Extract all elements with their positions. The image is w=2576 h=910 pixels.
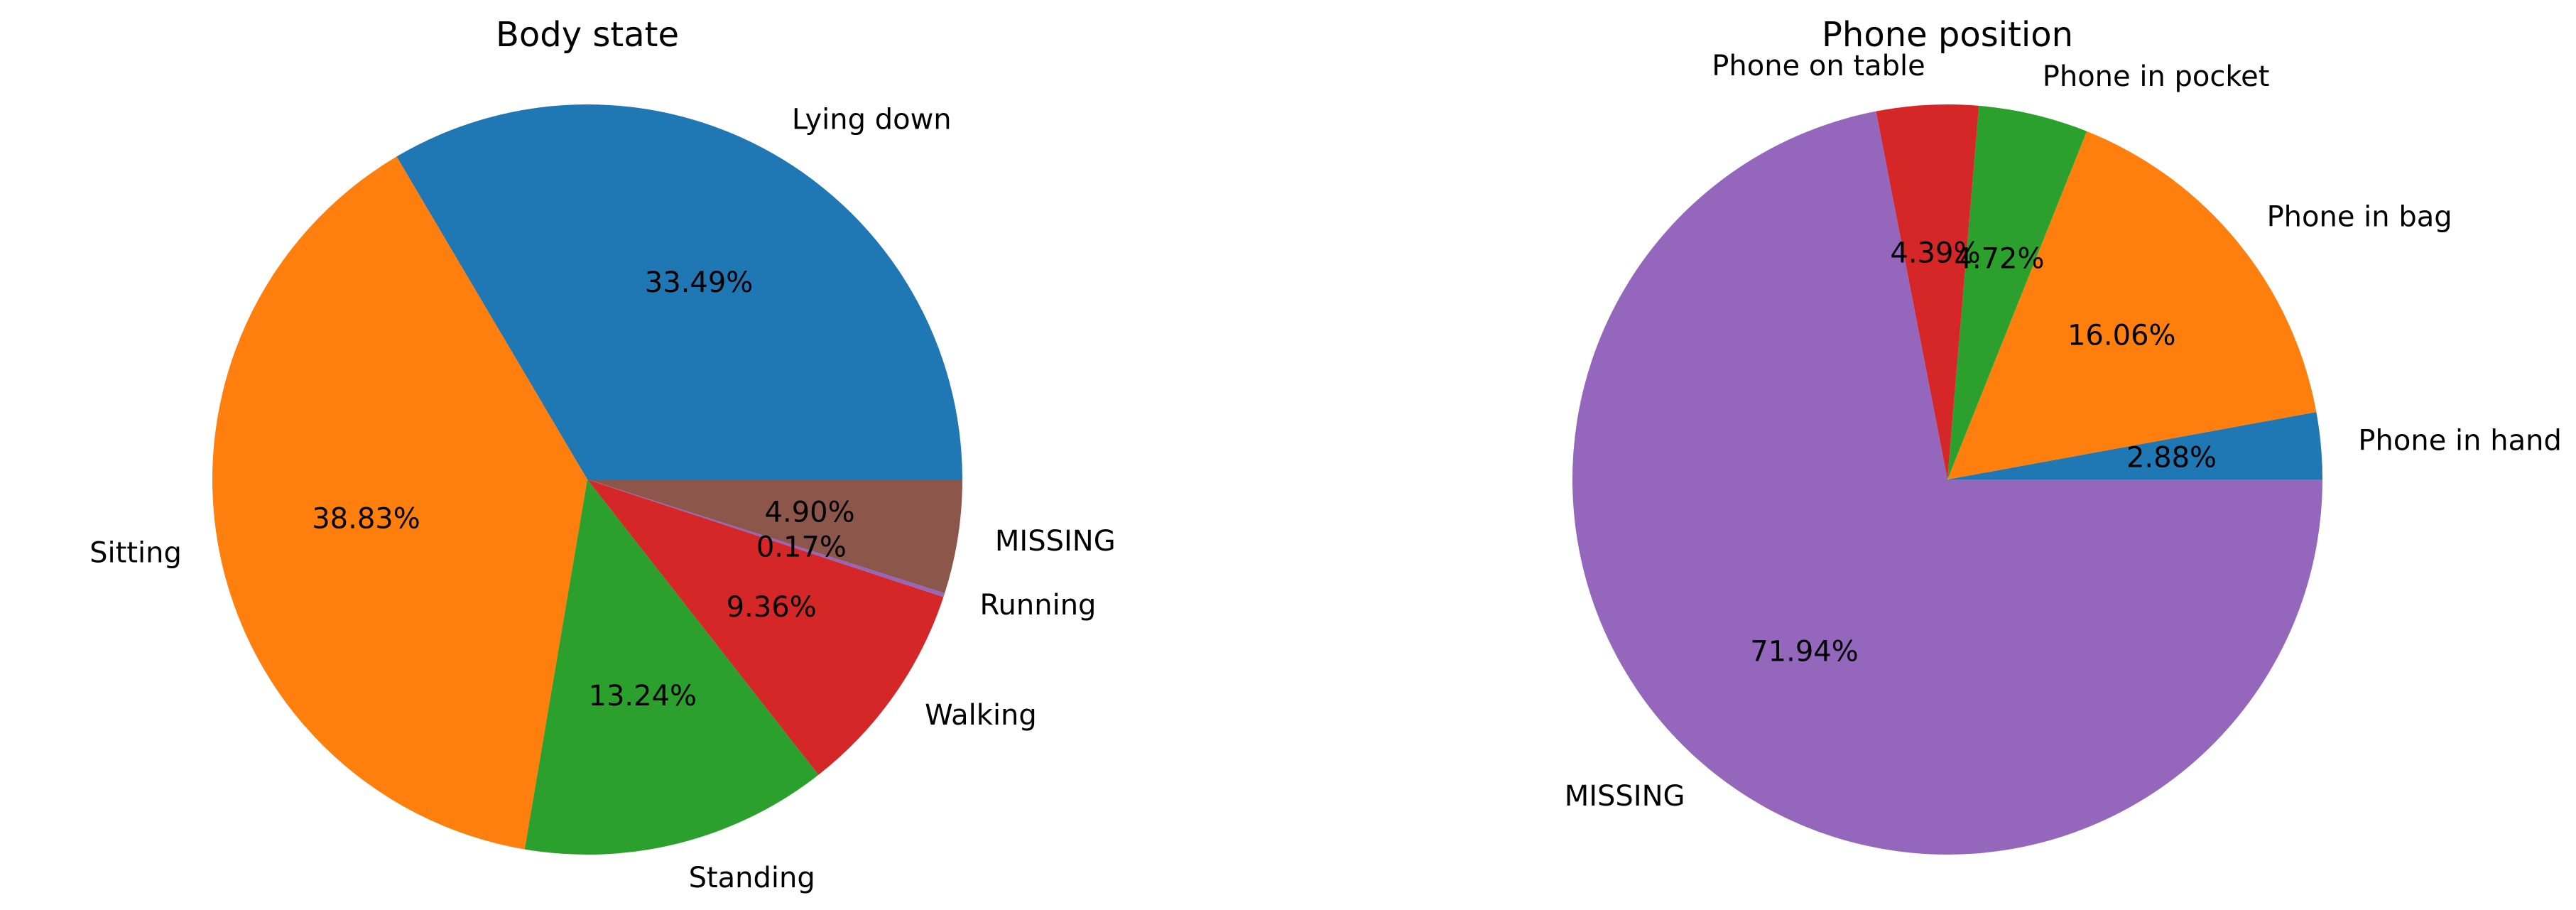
percent-label-phone-in-bag: 16.06% [2067, 319, 2176, 352]
pie-slice-lying-down [396, 104, 962, 480]
pie-slice-missing [1572, 111, 2322, 855]
pie-slice-phone-on-table [1876, 104, 1979, 480]
percent-label-phone-in-hand: 2.88% [2126, 441, 2217, 474]
pie-slice-missing [587, 480, 962, 594]
chart-title: Phone position [1822, 15, 2073, 55]
slice-label-phone-in-hand: Phone in hand [2358, 425, 2561, 457]
phone-position-slices [1572, 104, 2322, 855]
slice-label-phone-in-pocket: Phone in pocket [2043, 60, 2270, 93]
pie-slice-walking [587, 480, 944, 775]
percent-label-missing: 71.94% [1750, 635, 1859, 668]
slice-label-running: Running [980, 589, 1097, 622]
body-state-pie-chart: Body state Lying down 33.49% Sitting 38.83%… [89, 15, 1116, 894]
slice-label-walking: Walking [925, 699, 1037, 732]
body-state-slices [212, 104, 962, 855]
slice-label-sitting: Sitting [89, 537, 182, 570]
pie-slice-phone-in-hand [1947, 411, 2322, 480]
slice-label-lying-down: Lying down [792, 104, 952, 136]
slice-label-missing: MISSING [1565, 780, 1685, 813]
percent-label-sitting: 38.83% [312, 503, 420, 536]
pie-slice-running [587, 480, 945, 597]
chart-title: Body state [496, 15, 679, 55]
slice-label-missing: MISSING [995, 525, 1116, 558]
percent-label-walking: 9.36% [727, 591, 817, 624]
phone-position-labels: Phone in hand 2.88% Phone in bag 16.06% Phon… [1565, 50, 2562, 813]
percent-label-missing: 4.90% [765, 497, 855, 529]
percent-label-lying-down: 33.49% [645, 266, 754, 299]
percent-label-standing: 13.24% [589, 680, 697, 713]
slice-label-standing: Standing [689, 862, 815, 894]
percent-label-running: 0.17% [756, 531, 847, 564]
body-state-labels: Lying down 33.49% Sitting 38.83% Standing 13.… [89, 104, 1116, 894]
pie-slice-phone-in-bag [1947, 131, 2317, 480]
percent-label-phone-in-pocket: 4.72% [1954, 243, 2044, 276]
pie-slice-phone-in-pocket [1947, 105, 2087, 480]
slice-label-phone-in-bag: Phone in bag [2267, 200, 2452, 233]
pie-slice-standing [524, 480, 819, 855]
pie-slice-sitting [212, 156, 588, 850]
slice-label-phone-on-table: Phone on table [1712, 50, 1925, 82]
percent-label-phone-on-table: 4.39% [1890, 237, 1980, 270]
